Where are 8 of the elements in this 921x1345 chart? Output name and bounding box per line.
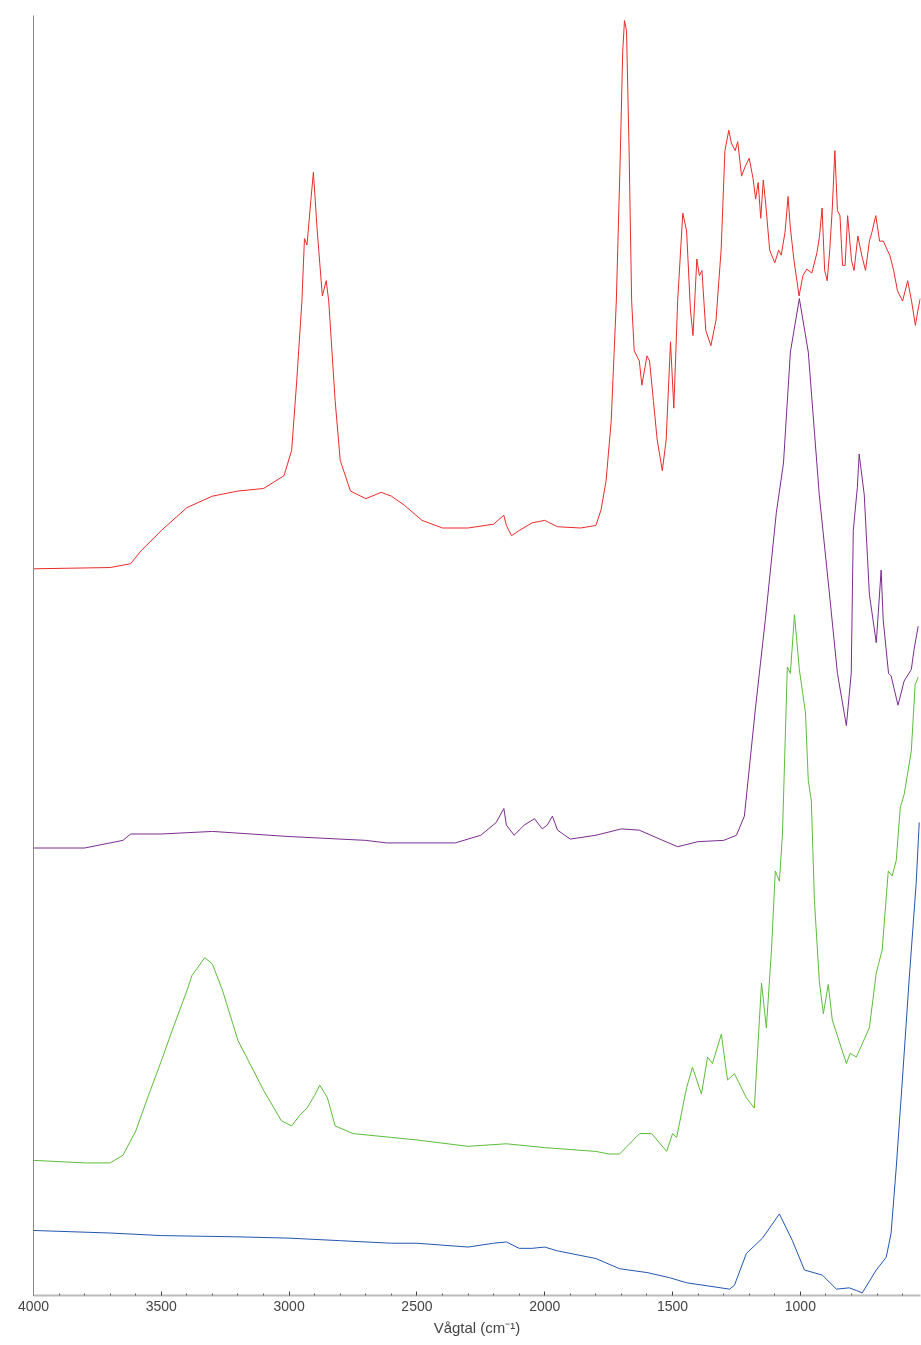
x-tick-label: 2000	[529, 1297, 561, 1314]
x-tick-label: 1000	[784, 1297, 817, 1314]
x-axis-title: Vågtal (cm⁻¹)	[433, 1318, 521, 1336]
x-tick-label: 4000	[17, 1297, 50, 1314]
x-tick-label: 2500	[401, 1297, 433, 1314]
x-tick-label: 3000	[273, 1297, 305, 1314]
x-tick-label: 1500	[656, 1297, 689, 1314]
x-tick-label: 3500	[145, 1297, 178, 1314]
